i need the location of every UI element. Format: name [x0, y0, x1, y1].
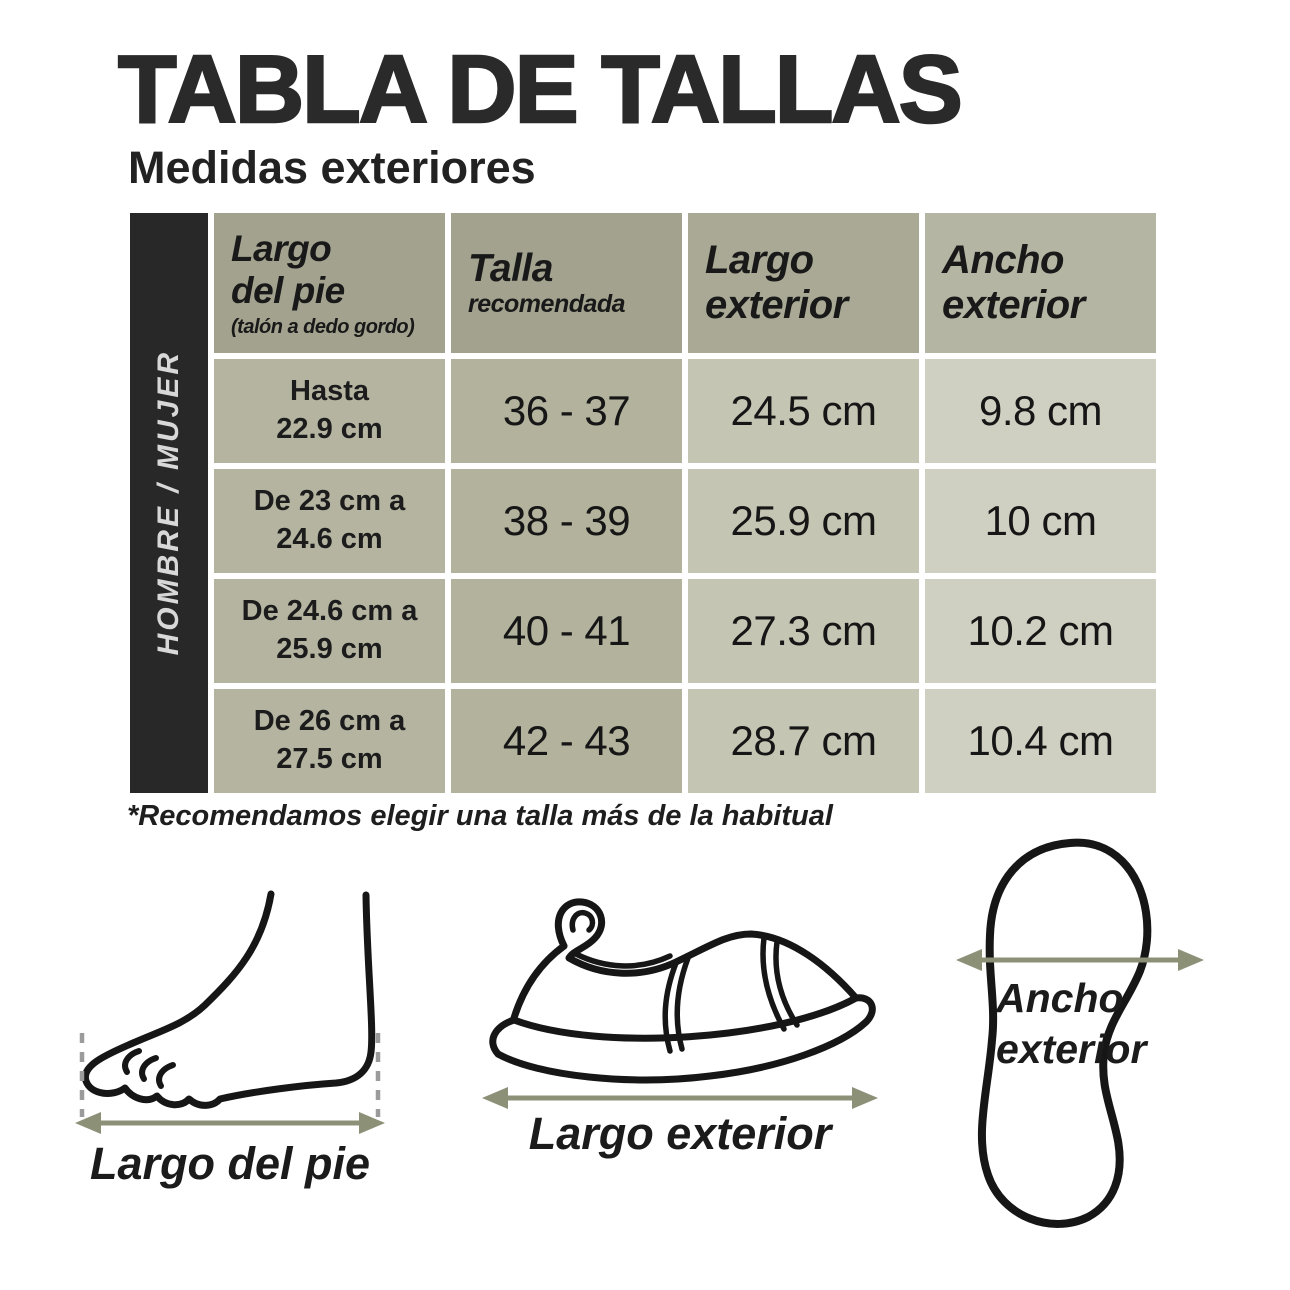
outer-length-value: 28.7 cm [730, 717, 877, 764]
header-outer-width-line2: exterior [942, 283, 1085, 327]
header-foot-length: Largo del pie (talón a dedo gordo) [214, 213, 445, 353]
table-row-3-outer-length: 27.3 cm [688, 579, 919, 683]
table-row-4-size: 42 - 43 [451, 689, 682, 793]
foot-length-value: 24.6 cm [276, 523, 383, 555]
header-foot-length-line2: del pie [231, 269, 345, 311]
header-foot-length-sub: (talón a dedo gordo) [231, 316, 415, 339]
size-value: 40 - 41 [502, 607, 631, 654]
header-outer-width: Ancho exterior [925, 213, 1156, 353]
table-row-4-foot-length: De 26 cm a 27.5 cm [214, 689, 445, 793]
foot-length-arrow-icon [75, 1112, 385, 1134]
outer-length-value: 27.3 cm [730, 607, 877, 654]
header-outer-length-line1: Largo [705, 237, 814, 282]
outer-width-value: 10.2 cm [967, 607, 1114, 654]
outer-length-value: 25.9 cm [730, 497, 877, 544]
gender-sidebar: HOMBRE / MUJER [130, 213, 208, 793]
table-row-2-outer-length: 25.9 cm [688, 469, 919, 573]
header-foot-length-line1: Largo [231, 227, 332, 269]
header-outer-width-line1: Ancho [942, 237, 1064, 282]
size-value: 36 - 37 [502, 387, 631, 434]
foot-length-value: Hasta [290, 375, 369, 408]
header-outer-length-line2: exterior [705, 283, 848, 327]
foot-length-label: Largo del pie [89, 1138, 371, 1189]
outer-length-arrow-icon [482, 1087, 878, 1109]
outer-width-label-line2: exterior [996, 1026, 1147, 1073]
gender-sidebar-label: HOMBRE / MUJER [152, 350, 185, 656]
foot-length-value: 25.9 cm [276, 633, 383, 665]
foot-length-value: De 23 cm a [253, 485, 406, 518]
table-row-2-foot-length: De 23 cm a 24.6 cm [214, 469, 445, 573]
outer-length-label: Largo exterior [528, 1108, 832, 1159]
outer-width-label-line1: Ancho [996, 975, 1124, 1021]
header-recommended-size: Talla recomendada [451, 213, 682, 353]
shoe-outline-icon [482, 898, 878, 1109]
table-row-1-outer-width: 9.8 cm [925, 359, 1156, 463]
table-row-3-size: 40 - 41 [451, 579, 682, 683]
foot-length-value: De 26 cm a [253, 705, 406, 738]
table-row-2-size: 38 - 39 [451, 469, 682, 573]
foot-outline-icon [75, 890, 385, 1134]
outer-length-diagram: Largo exterior [480, 890, 880, 1159]
outer-width-value: 10.4 cm [967, 717, 1114, 764]
outer-width-value: 10 cm [984, 497, 1097, 544]
outer-width-label: Ancho exterior [996, 973, 1146, 1076]
header-recommended-size-sub: recomendada [468, 290, 626, 319]
foot-length-value: 27.5 cm [276, 743, 383, 775]
table-row-4-outer-length: 28.7 cm [688, 689, 919, 793]
sole-outline-icon [956, 838, 1204, 1228]
page-title: TABLA DE TALLAS [117, 36, 964, 143]
foot-length-value: De 24.6 cm a [241, 595, 418, 628]
table-row-1-outer-length: 24.5 cm [688, 359, 919, 463]
page-subtitle: Medidas exteriores [128, 142, 536, 193]
foot-length-value: 22.9 cm [276, 413, 383, 445]
table-row-2-outer-width: 10 cm [925, 469, 1156, 573]
table-row-3-outer-width: 10.2 cm [925, 579, 1156, 683]
foot-length-diagram: Largo del pie [65, 880, 395, 1189]
size-value: 38 - 39 [502, 497, 631, 544]
outer-width-diagram: Ancho exterior [950, 835, 1210, 1245]
table-row-1-foot-length: Hasta 22.9 cm [214, 359, 445, 463]
header-outer-length: Largo exterior [688, 213, 919, 353]
table-row-1-size: 36 - 37 [451, 359, 682, 463]
recommendation-note: *Recomendamos elegir una talla más de la… [127, 800, 833, 832]
table-row-3-foot-length: De 24.6 cm a 25.9 cm [214, 579, 445, 683]
table-row-4-outer-width: 10.4 cm [925, 689, 1156, 793]
header-recommended-size-line1: Talla [468, 247, 553, 291]
outer-width-value: 9.8 cm [978, 387, 1103, 434]
outer-width-arrow-icon [956, 949, 1204, 971]
outer-length-value: 24.5 cm [730, 387, 877, 434]
size-value: 42 - 43 [502, 717, 631, 764]
size-table: HOMBRE / MUJER Largo del pie (talón a de… [130, 213, 1156, 793]
